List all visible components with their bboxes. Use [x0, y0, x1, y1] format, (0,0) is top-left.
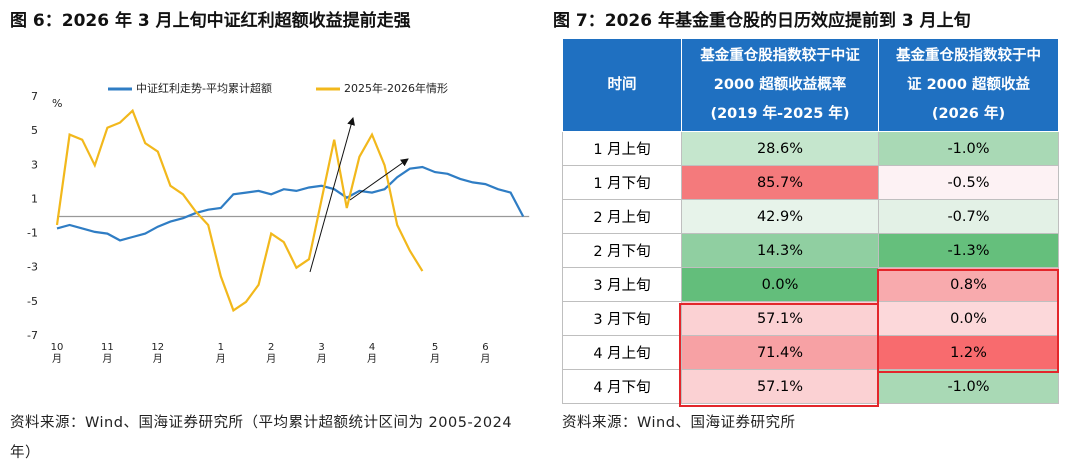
- table-cell: 0.8%: [878, 267, 1059, 302]
- header-row: 时间 基金重仓股指数较于中证 2000 超额收益概率 (2019 年-2025 年…: [562, 38, 1059, 132]
- table-row: 1 月上旬 28.6% -1.0%: [562, 131, 1059, 166]
- table-row: 3 月上旬 0.0% 0.8%: [562, 267, 1059, 302]
- x-tick-label: 1月: [215, 342, 226, 365]
- table-cell: 4 月上旬: [562, 335, 682, 370]
- table-cell: 3 月下旬: [562, 301, 682, 336]
- x-tick-label: 11月: [101, 342, 114, 365]
- x-tick-label: 2月: [266, 342, 277, 365]
- y-tick-label: -7: [27, 329, 38, 342]
- table-cell: 85.7%: [681, 165, 879, 200]
- x-tick-label: 4月: [367, 342, 377, 365]
- table-cell: -1.0%: [878, 131, 1059, 166]
- x-tick-label: 6月: [480, 342, 491, 365]
- table-cell: 14.3%: [681, 233, 879, 268]
- chart-title: 图 6：2026 年 3 月上旬中证红利超额收益提前走强: [10, 11, 411, 31]
- table-cell: 1 月下旬: [562, 165, 682, 200]
- table-title: 图 7：2026 年基金重仓股的日历效应提前到 3 月上旬: [553, 11, 971, 31]
- legend-label: 中证红利走势-平均累计超额: [136, 81, 272, 95]
- annotation-arrow: [349, 158, 409, 201]
- table-cell: -0.7%: [878, 199, 1059, 234]
- source-note: 资料来源：Wind、国海证券研究所（平均累计超额统计区间为 2005-2024 …: [10, 415, 513, 461]
- y-tick-label: -5: [27, 295, 38, 308]
- x-tick-label: 12月: [151, 342, 165, 365]
- x-tick-label: 5月: [430, 342, 440, 365]
- table-cell: 2 月下旬: [562, 233, 682, 268]
- table-cell: 42.9%: [681, 199, 879, 234]
- x-tick-label: 3月: [316, 342, 327, 365]
- table-cell: 28.6%: [681, 131, 879, 166]
- table-row: 1 月下旬 85.7% -0.5%: [562, 165, 1059, 200]
- table-cell: 0.0%: [681, 267, 879, 302]
- table-row: 2 月下旬 14.3% -1.3%: [562, 233, 1059, 268]
- y-tick-label: -1: [27, 227, 38, 240]
- line-series: [55, 108, 424, 313]
- table-cell: 57.1%: [681, 369, 879, 404]
- y-axis-label: %: [52, 97, 62, 110]
- highlight-box: [877, 269, 1059, 373]
- highlight-box: [679, 303, 879, 407]
- table-cell: 57.1%: [681, 301, 879, 336]
- source-note: 资料来源：Wind、国海证券研究所: [562, 415, 796, 431]
- header-cell: 基金重仓股指数较于中证 2000 超额收益概率 (2019 年-2025 年): [681, 38, 879, 132]
- header-cell: 基金重仓股指数较于中证 2000 超额收益 (2026 年): [878, 38, 1059, 132]
- header-cell: 时间: [562, 38, 682, 132]
- table-row: 4 月下旬 57.1% -1.0%: [562, 369, 1059, 404]
- table-cell: -1.0%: [878, 369, 1059, 404]
- table-row: 3 月下旬 57.1% 0.0%: [562, 301, 1059, 336]
- x-tick-label: 10月: [50, 342, 64, 365]
- line-series: [56, 165, 525, 242]
- table-cell: -0.5%: [878, 165, 1059, 200]
- table-cell: 2 月上旬: [562, 199, 682, 234]
- y-tick-label: 1: [31, 192, 38, 205]
- y-tick-label: 5: [31, 124, 38, 137]
- y-tick-label: 3: [31, 158, 38, 171]
- table-cell: 1 月上旬: [562, 131, 682, 166]
- table-row: 2 月上旬 42.9% -0.7%: [562, 199, 1059, 234]
- table-cell: 0.0%: [878, 301, 1059, 336]
- y-tick-label: -3: [27, 261, 38, 274]
- table-cell: 1.2%: [878, 335, 1059, 370]
- y-tick-label: 7: [31, 90, 38, 103]
- annotation-arrow: [309, 117, 355, 273]
- table-cell: 4 月下旬: [562, 369, 682, 404]
- table-cell: -1.3%: [878, 233, 1059, 268]
- table: 时间 基金重仓股指数较于中证 2000 超额收益概率 (2019 年-2025 年…: [562, 38, 1059, 404]
- legend-label: 2025年-2026年情形: [344, 81, 448, 95]
- chart: % 7 5 3 1 -1 -3 -5 -7 中证红利走势-平均累计超额 2025年-2026年情形: [27, 81, 530, 342]
- table-cell: 3 月上旬: [562, 267, 682, 302]
